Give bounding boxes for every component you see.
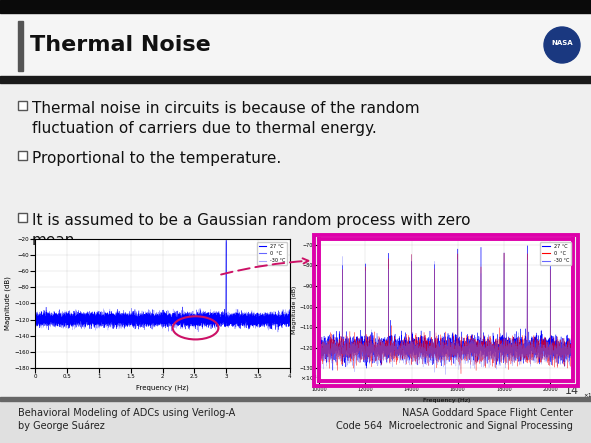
Text: $\times 10^4$: $\times 10^4$ [300, 373, 317, 383]
Text: $\times 10^4$: $\times 10^4$ [583, 391, 591, 400]
Text: NASA: NASA [551, 40, 573, 46]
Legend: 27 °C, 0  °C, -30 °C: 27 °C, 0 °C, -30 °C [540, 241, 571, 265]
Text: Code 564  Microelectronic and Signal Processing: Code 564 Microelectronic and Signal Proc… [336, 421, 573, 431]
Bar [18, 213, 27, 222]
Bar [0, 401, 591, 443]
Text: 14: 14 [565, 386, 579, 396]
Text: NASA Goddard Space Flight Center: NASA Goddard Space Flight Center [402, 408, 573, 418]
Bar [0, 0, 591, 13]
Bar [18, 101, 27, 110]
Text: Thermal Noise: Thermal Noise [30, 35, 211, 55]
Bar [0, 76, 591, 83]
Bar [0, 13, 591, 77]
Bar [18, 151, 27, 160]
Legend: 27 °C, 0  °C, -30 °C: 27 °C, 0 °C, -30 °C [256, 241, 287, 265]
X-axis label: Frequency (Hz): Frequency (Hz) [136, 385, 189, 391]
Text: by George Suárez: by George Suárez [18, 421, 105, 431]
Y-axis label: Magnitude (dB): Magnitude (dB) [5, 276, 11, 330]
Text: Behavioral Modeling of ADCs using Verilog-A: Behavioral Modeling of ADCs using Verilo… [18, 408, 235, 418]
Y-axis label: Magnitude (dB): Magnitude (dB) [291, 286, 297, 334]
Circle shape [544, 27, 580, 63]
Text: It is assumed to be a Gaussian random process with zero
mean.: It is assumed to be a Gaussian random pr… [32, 213, 470, 248]
Text: Thermal noise in circuits is because of the random
fluctuation of carriers due t: Thermal noise in circuits is because of … [32, 101, 420, 136]
Text: Proportional to the temperature.: Proportional to the temperature. [32, 151, 281, 166]
X-axis label: Frequency (Hz): Frequency (Hz) [423, 398, 470, 403]
Bar [18, 21, 23, 71]
Bar [0, 397, 591, 401]
